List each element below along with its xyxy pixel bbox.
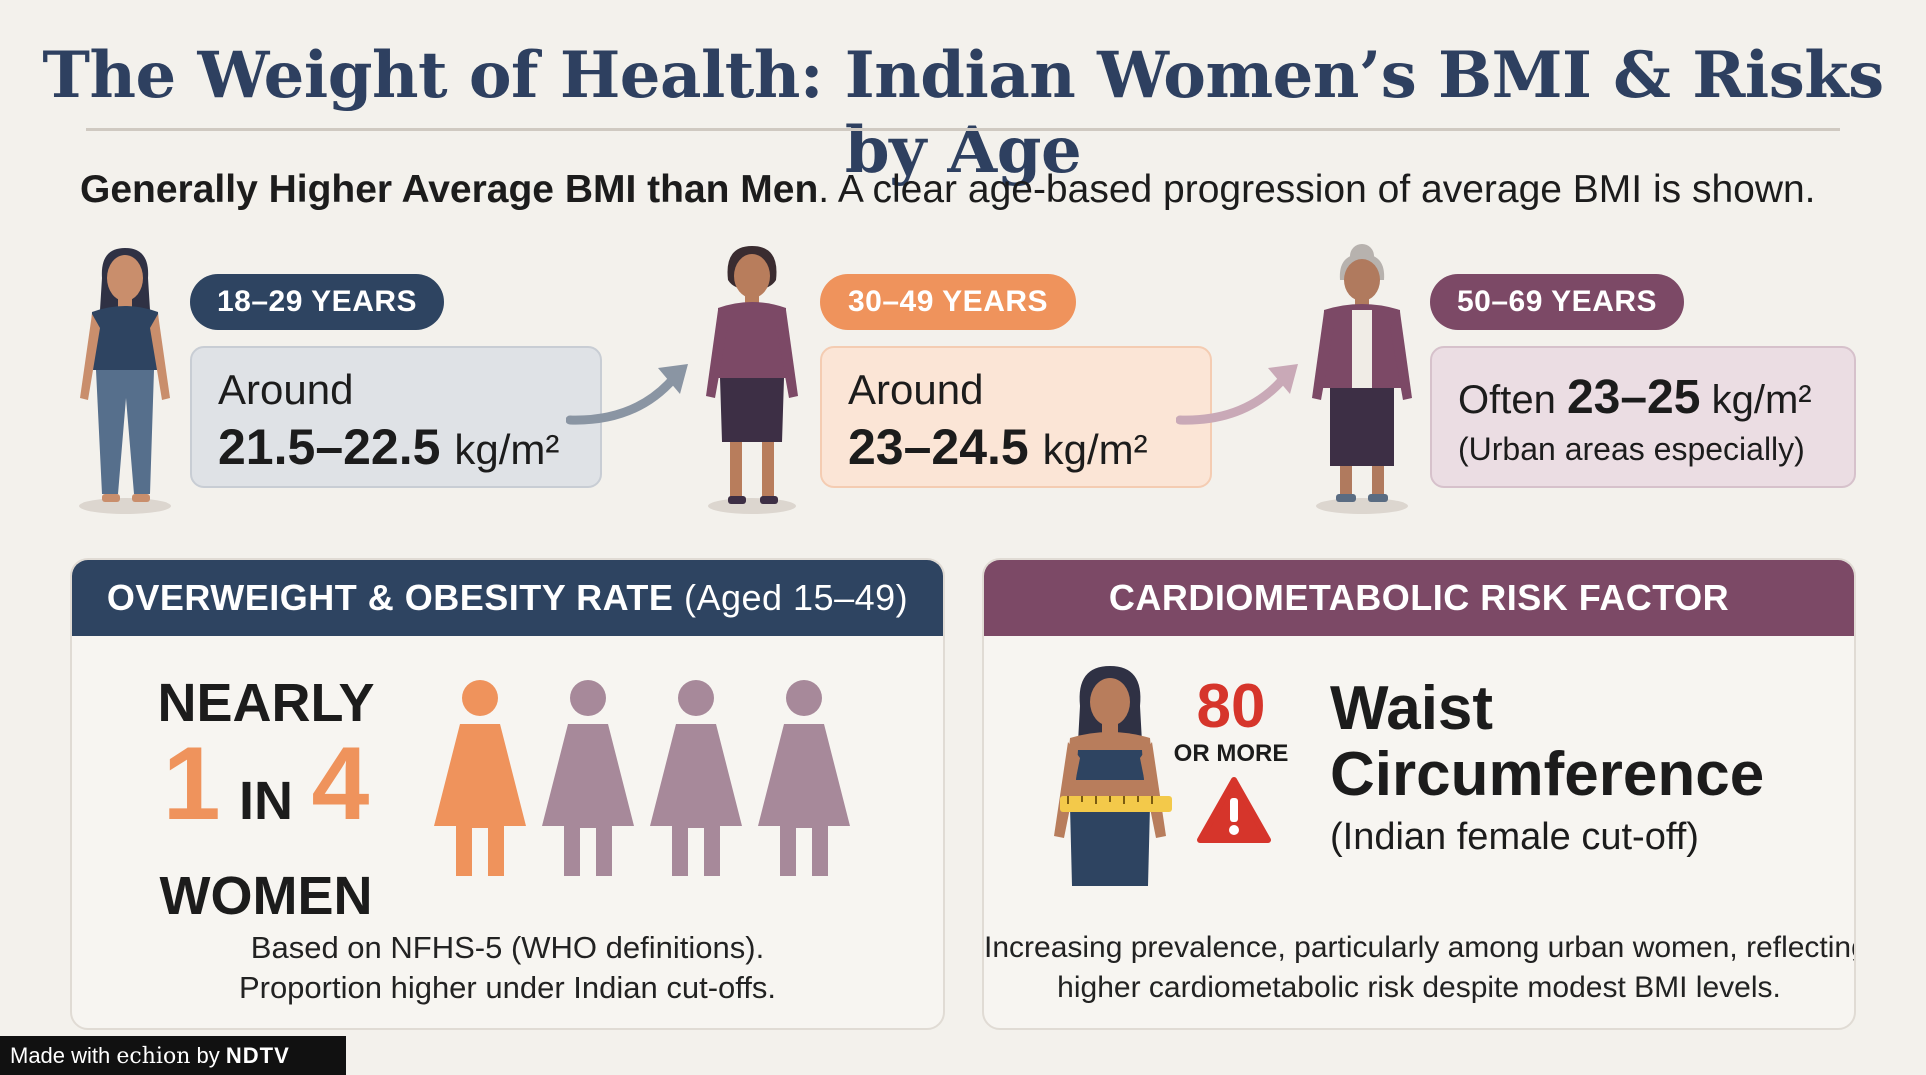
title-divider (86, 128, 1840, 131)
ratio-numerator: 1 (162, 726, 221, 842)
cardio-note: Increasing prevalence, particularly amon… (984, 928, 1854, 1008)
bmi-range-value: 21.5–22.5 kg/m² (218, 418, 574, 476)
overweight-panel: OVERWEIGHT & OBESITY RATE (Aged 15–49) N… (70, 558, 945, 1030)
woman-figure-icon (758, 680, 850, 876)
waist-threshold-number: 80 (1196, 672, 1266, 741)
bmi-value: 23–25 (1566, 371, 1701, 424)
age-pill-30-49: 30–49 YEARS (820, 274, 1076, 330)
waist-heading-line2: Circumference (1330, 740, 1765, 809)
overweight-header-title: OVERWEIGHT & OBESITY RATE (106, 577, 674, 618)
subtitle-rest: . A clear age-based progression of avera… (818, 168, 1816, 211)
overweight-note-line2: Proportion higher under Indian cut-offs. (238, 970, 777, 1005)
made-with-label: Made with (10, 1043, 111, 1068)
one-in-four: 1 IN 4 (146, 732, 386, 865)
ratio-statement: NEARLY 1 IN 4 WOMEN (146, 672, 386, 927)
or-more-label: OR MORE (1173, 740, 1289, 767)
cardio-note-line2: higher cardiometabolic risk despite mode… (1057, 971, 1781, 1004)
cardio-header: CARDIOMETABOLIC RISK FACTOR (984, 560, 1854, 636)
bmi-value: 23–24.5 (848, 419, 1029, 475)
bmi-box-18-29: Around 21.5–22.5 kg/m² (190, 346, 602, 488)
subtitle-bold: Generally Higher Average BMI than Men (80, 168, 819, 211)
cardiometabolic-panel: CARDIOMETABOLIC RISK FACTOR 80 OR MORE W… (982, 558, 1856, 1030)
overweight-note-line1: Based on NFHS-5 (WHO definitions). (250, 930, 765, 965)
nearly-label: NEARLY (157, 673, 375, 733)
waist-threshold: 80 OR MORE (1164, 674, 1298, 768)
age-pill-50-69: 50–69 YEARS (1430, 274, 1684, 330)
bmi-box-50-69: Often 23–25 kg/m² (Urban areas especiall… (1430, 346, 1856, 488)
progress-arrow-icon (1176, 364, 1298, 425)
often-label: Often (1458, 378, 1556, 422)
ratio-denominator: 4 (311, 726, 370, 842)
progress-arrow-icon (566, 364, 688, 425)
around-label: Around (218, 366, 354, 413)
around-label: Around (848, 366, 984, 413)
overweight-header-age: (Aged 15–49) (683, 577, 909, 618)
waist-heading-line1: Waist (1330, 674, 1494, 743)
urban-note: (Urban areas especially) (1458, 431, 1805, 467)
young-woman-icon (79, 248, 171, 514)
older-woman-icon (1312, 244, 1412, 514)
age-pill-18-29: 18–29 YEARS (190, 274, 444, 330)
warning-icon (1197, 777, 1271, 843)
women-label: WOMEN (159, 866, 373, 926)
overweight-header: OVERWEIGHT & OBESITY RATE (Aged 15–49) (72, 560, 943, 636)
echion-logo: echion (116, 1044, 191, 1069)
bmi-value: 21.5–22.5 (218, 419, 441, 475)
bmi-range-value: Often 23–25 kg/m² (1458, 370, 1828, 425)
bmi-unit: kg/m² (454, 426, 560, 473)
women-ratio-pictogram (434, 680, 850, 876)
bmi-range-value: 23–24.5 kg/m² (848, 418, 1184, 476)
waist-heading: Waist Circumference (Indian female cut-o… (1330, 676, 1764, 859)
woman-figure-icon (542, 680, 634, 876)
bmi-unit: kg/m² (1042, 426, 1148, 473)
subtitle: Generally Higher Average BMI than Men. A… (80, 168, 1816, 212)
bmi-unit: kg/m² (1711, 378, 1812, 422)
in-label: IN (239, 771, 293, 831)
woman-figure-highlighted-icon (434, 680, 526, 876)
page-title: The Weight of Health: Indian Women’s BMI… (42, 38, 1884, 188)
made-with-badge[interactable]: Made with echion by NDTV (0, 1036, 346, 1075)
overweight-note: Based on NFHS-5 (WHO definitions). Propo… (72, 928, 943, 1008)
middle-aged-woman-icon (706, 246, 798, 514)
waist-subheading: (Indian female cut-off) (1330, 816, 1699, 858)
woman-figure-icon (650, 680, 742, 876)
cardio-note-line1: Increasing prevalence, particularly amon… (984, 931, 1856, 964)
ndtv-logo: NDTV (225, 1043, 290, 1068)
by-label: by (196, 1043, 220, 1068)
waist-measure-woman-icon (1054, 666, 1172, 886)
bmi-box-30-49: Around 23–24.5 kg/m² (820, 346, 1212, 488)
